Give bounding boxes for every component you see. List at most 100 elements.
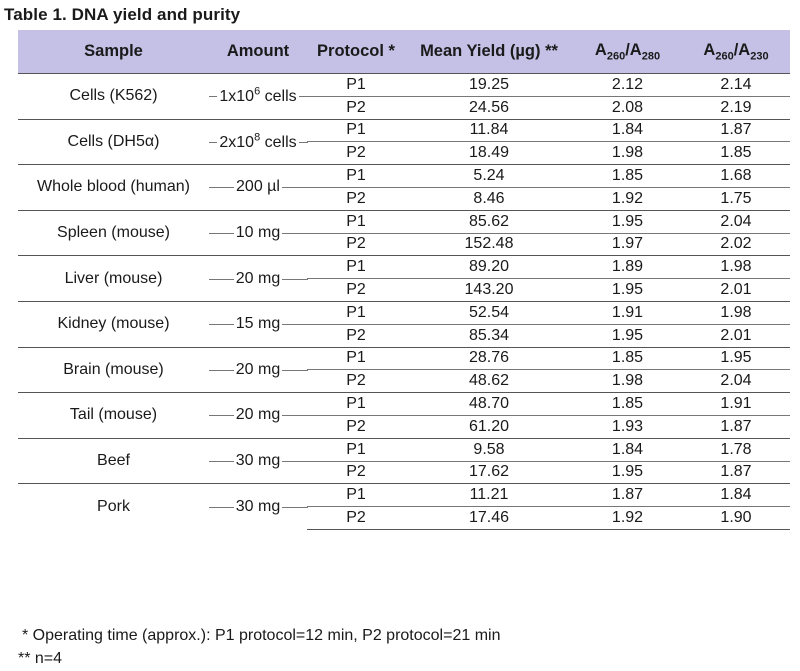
- protocol-cell: P1: [307, 392, 405, 416]
- protocol-cell: P1: [307, 209, 405, 234]
- table-body: Cells (K562) 1x106 cells P1 19.25 2.12 2.14 P2…: [18, 73, 790, 530]
- protocol-cell: P2: [307, 506, 405, 530]
- protocol-cell: P2: [307, 323, 405, 348]
- amount-exponent: 6: [254, 86, 261, 99]
- table-row: Brain (mouse) 20 mg P1 28.76 1.85 1.95: [18, 346, 790, 393]
- table-row: P2 61.20 1.93 1.87: [18, 414, 790, 439]
- amount-cell: 1x106 cells: [209, 73, 308, 120]
- a260-a280-cell: 1.98: [573, 369, 682, 393]
- table-row: Spleen (mouse) 10 mg P1 85.62 1.95 2.04: [18, 209, 790, 256]
- a260-a230-cell: 2.04: [682, 369, 790, 393]
- a260-a230-cell: 1.95: [682, 346, 790, 370]
- a260-a280-cell: 1.84: [573, 118, 682, 142]
- footnote-n: ** n=4: [18, 650, 63, 667]
- a260-a230-cell: 2.02: [682, 232, 790, 256]
- header-row: Sample Amount Protocol * Mean Yield (µg)…: [18, 30, 790, 74]
- amount-unit: cells: [260, 134, 297, 152]
- a260-a230-cell: 1.85: [682, 141, 790, 165]
- protocol-cell: P1: [307, 255, 405, 279]
- a260-a280-cell: 2.08: [573, 95, 682, 120]
- amount-cell: 15 mg: [209, 300, 308, 348]
- protocol-cell: P2: [307, 369, 405, 393]
- a260-a230-cell: 2.04: [682, 209, 790, 234]
- protocol-cell: P1: [307, 73, 405, 97]
- table-row: Pork 30 mg P1 11.21 1.87 1.84: [18, 483, 790, 530]
- footnote-operating-time: * Operating time (approx.): P1 protocol=…: [22, 627, 501, 644]
- a260-a230-cell: 1.87: [682, 414, 790, 439]
- a260-a280-cell: 1.95: [573, 209, 682, 234]
- yield-cell: 48.62: [405, 369, 573, 393]
- a260-a230-cell: 1.75: [682, 186, 790, 211]
- protocol-cell: P1: [307, 437, 405, 462]
- header-a260-a230: A260/A230: [682, 30, 790, 74]
- a260-a230-cell: 1.90: [682, 506, 790, 530]
- sample-cell: Kidney (mouse): [18, 300, 209, 348]
- sample-cell: Brain (mouse): [18, 346, 209, 393]
- yield-cell: 8.46: [405, 186, 573, 211]
- amount-cell: 20 mg: [209, 255, 308, 302]
- protocol-cell: P2: [307, 278, 405, 302]
- a260-a280-cell: 1.98: [573, 141, 682, 165]
- amount-text: 10 mg: [233, 224, 283, 242]
- a260-a280-cell: 1.95: [573, 460, 682, 484]
- amount-base: 1x10: [219, 88, 255, 106]
- amount-exponent: 8: [254, 131, 261, 144]
- table-row: Cells (K562) 1x106 cells P1 19.25 2.12 2.14: [18, 73, 790, 120]
- table-row: Beef 30 mg P1 9.58 1.84 1.78: [18, 437, 790, 484]
- sample-cell: Cells (K562): [18, 73, 209, 120]
- table-row: P2 152.48 1.97 2.02: [18, 232, 790, 256]
- amount-base: 2x10: [219, 134, 255, 152]
- yield-cell: 52.54: [405, 300, 573, 325]
- sample-cell: Spleen (mouse): [18, 209, 209, 256]
- a260-a280-cell: 1.92: [573, 506, 682, 530]
- table-row: Tail (mouse) 20 mg P1 48.70 1.85 1.91: [18, 392, 790, 439]
- table-row: P2 48.62 1.98 2.04: [18, 369, 790, 393]
- table-row: P2 17.46 1.92 1.90: [18, 506, 790, 530]
- amount-cell: 20 mg: [209, 392, 308, 439]
- a260-a280-cell: 1.85: [573, 164, 682, 188]
- a260-a280-cell: 1.89: [573, 255, 682, 279]
- a260-a280-cell: 1.95: [573, 323, 682, 348]
- amount-text: 20 mg: [233, 406, 283, 424]
- amount-text: 20 mg: [233, 360, 283, 378]
- protocol-cell: P1: [307, 346, 405, 370]
- a260-a280-cell: 1.85: [573, 346, 682, 370]
- amount-text: 200 µl: [234, 178, 282, 196]
- a260-a280-cell: 1.95: [573, 278, 682, 302]
- header-a260-a280: A260/A280: [573, 30, 682, 74]
- protocol-cell: P1: [307, 483, 405, 507]
- sample-cell: Liver (mouse): [18, 255, 209, 302]
- yield-cell: 48.70: [405, 392, 573, 416]
- table-row: Cells (DH5α) 2x108 cells P1 11.84 1.84 1.87: [18, 118, 790, 165]
- sample-cell: Beef: [18, 437, 209, 484]
- sample-cell: Cells (DH5α): [18, 118, 209, 165]
- yield-cell: 85.62: [405, 209, 573, 234]
- yield-cell: 143.20: [405, 278, 573, 302]
- a260-a280-cell: 1.92: [573, 186, 682, 211]
- table-row: P2 24.56 2.08 2.19: [18, 95, 790, 120]
- yield-cell: 18.49: [405, 141, 573, 165]
- a260-a230-cell: 2.19: [682, 95, 790, 120]
- amount-text: 30 mg: [233, 497, 283, 515]
- table-row: P2 17.62 1.95 1.87: [18, 460, 790, 484]
- a260-a230-cell: 1.98: [682, 300, 790, 325]
- a260-a230-cell: 2.14: [682, 73, 790, 97]
- a260-a230-cell: 1.87: [682, 118, 790, 142]
- header-amount: Amount: [209, 30, 307, 74]
- amount-text: 15 mg: [233, 315, 283, 333]
- a260-a280-cell: 1.84: [573, 437, 682, 462]
- amount-cell: 2x108 cells: [209, 118, 308, 165]
- table-row: Liver (mouse) 20 mg P1 89.20 1.89 1.98: [18, 255, 790, 302]
- yield-cell: 11.84: [405, 118, 573, 142]
- a260-a230-cell: 1.91: [682, 392, 790, 416]
- sample-cell: Pork: [18, 483, 209, 530]
- table-row: P2 143.20 1.95 2.01: [18, 278, 790, 302]
- protocol-cell: P1: [307, 118, 405, 142]
- yield-cell: 17.62: [405, 460, 573, 484]
- table-row: Kidney (mouse) 15 mg P1 52.54 1.91 1.98: [18, 300, 790, 348]
- amount-text: 1x106 cells: [217, 86, 299, 106]
- a260-a280-cell: 1.97: [573, 232, 682, 256]
- table-row: P2 8.46 1.92 1.75: [18, 186, 790, 211]
- protocol-cell: P2: [307, 141, 405, 165]
- table-row: Whole blood (human) 200 µl P1 5.24 1.85 1.68: [18, 164, 790, 211]
